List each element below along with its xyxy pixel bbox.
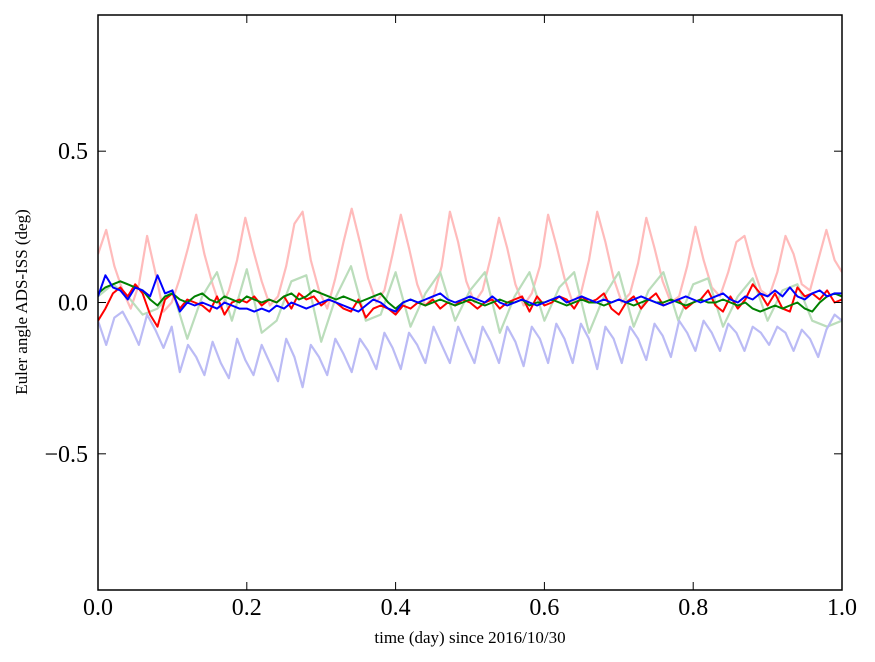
series-layer (98, 207, 842, 389)
x-tick-label: 1.0 (827, 595, 857, 621)
y-tick-label: 0.5 (58, 139, 88, 165)
y-tick-label: 0.0 (58, 291, 88, 317)
series-line-yaw-model-faint (98, 310, 842, 389)
x-tick-label: 0.0 (83, 595, 113, 621)
y-axis-title: Euler angle ADS-ISS (deg) (12, 209, 31, 395)
tick-layer: 0.0 0.2 0.4 0.6 0.8 1.0 0.5 0.0 −0.5 (44, 15, 857, 621)
x-tick-label: 0.4 (381, 595, 411, 621)
x-axis-title: time (day) since 2016/10/30 (374, 628, 565, 647)
series-line-roll-ads-iss (98, 283, 842, 328)
x-tick-label: 0.2 (232, 595, 262, 621)
series-line-pitch-model-faint (98, 265, 842, 343)
series-line-yaw-ads-iss (98, 274, 842, 313)
series-line-pitch-ads-iss (98, 280, 842, 313)
x-tick-label: 0.6 (529, 595, 559, 621)
y-tick-label: −0.5 (44, 442, 88, 468)
x-tick-label: 0.8 (678, 595, 708, 621)
